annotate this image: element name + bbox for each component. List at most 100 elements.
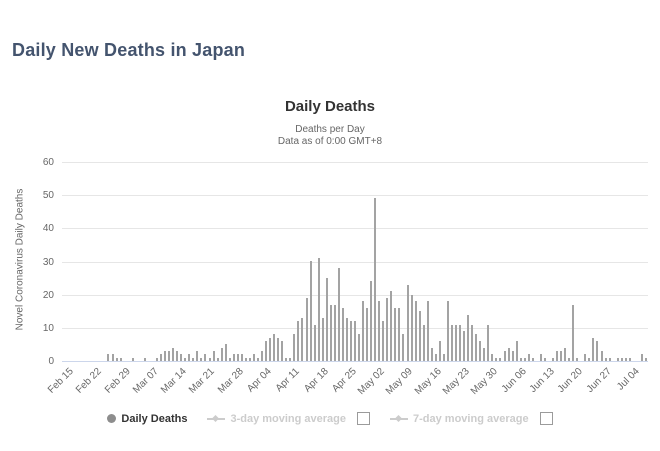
bar-jun-06[interactable]: [515, 341, 518, 361]
bar-apr-23[interactable]: [337, 268, 340, 361]
bar-apr-04[interactable]: [261, 351, 264, 361]
bar-apr-14[interactable]: [301, 318, 304, 361]
bar-jun-03[interactable]: [503, 351, 506, 361]
bar-mar-16[interactable]: [184, 358, 187, 361]
bar-jun-21[interactable]: [576, 358, 579, 361]
bar-apr-08[interactable]: [277, 338, 280, 361]
bar-apr-17[interactable]: [313, 325, 316, 361]
bar-mar-12[interactable]: [168, 351, 171, 361]
bar-jun-28[interactable]: [604, 358, 607, 361]
bar-jun-23[interactable]: [584, 354, 587, 361]
bar-apr-06[interactable]: [269, 338, 272, 361]
bar-apr-07[interactable]: [273, 334, 276, 361]
bar-jun-17[interactable]: [560, 351, 563, 361]
bar-may-18[interactable]: [438, 341, 441, 361]
bar-may-12[interactable]: [414, 301, 417, 361]
3day-checkbox[interactable]: [357, 412, 371, 425]
bar-apr-21[interactable]: [329, 305, 332, 361]
bar-may-03[interactable]: [378, 301, 381, 361]
bar-may-19[interactable]: [442, 354, 445, 361]
bar-apr-16[interactable]: [309, 261, 312, 361]
bar-jun-10[interactable]: [531, 358, 534, 361]
bar-jun-07[interactable]: [519, 358, 522, 361]
bar-mar-31[interactable]: [244, 358, 247, 361]
bar-jun-16[interactable]: [556, 351, 559, 361]
bar-feb-28[interactable]: [115, 358, 118, 361]
bar-jul-03[interactable]: [624, 358, 627, 361]
bar-jun-27[interactable]: [600, 351, 603, 361]
bar-jun-26[interactable]: [596, 341, 599, 361]
bar-jun-12[interactable]: [539, 354, 542, 361]
bar-apr-24[interactable]: [341, 308, 344, 361]
bar-apr-15[interactable]: [305, 298, 308, 361]
bar-jun-09[interactable]: [527, 354, 530, 361]
bar-mar-27[interactable]: [228, 358, 231, 361]
bar-apr-27[interactable]: [354, 321, 356, 361]
bar-mar-10[interactable]: [160, 354, 162, 361]
bar-jun-05[interactable]: [511, 351, 514, 361]
bar-may-27[interactable]: [475, 334, 478, 361]
bar-may-07[interactable]: [394, 308, 397, 361]
bar-jun-15[interactable]: [552, 358, 555, 361]
bar-mar-30[interactable]: [240, 354, 243, 361]
bar-may-29[interactable]: [483, 348, 486, 361]
bar-may-25[interactable]: [467, 315, 470, 361]
bar-may-15[interactable]: [426, 301, 429, 361]
bar-apr-11[interactable]: [289, 358, 292, 361]
bar-feb-27[interactable]: [111, 354, 114, 361]
bar-mar-06[interactable]: [143, 358, 146, 361]
bar-mar-23[interactable]: [212, 351, 215, 361]
bar-mar-25[interactable]: [220, 348, 223, 361]
bar-jun-20[interactable]: [572, 305, 575, 361]
bar-apr-19[interactable]: [321, 318, 324, 361]
bar-may-17[interactable]: [434, 354, 437, 361]
bar-jul-01[interactable]: [616, 358, 619, 361]
bar-apr-26[interactable]: [349, 321, 352, 361]
bar-may-02[interactable]: [374, 198, 377, 361]
bar-may-01[interactable]: [370, 281, 373, 361]
legend-item-daily-deaths[interactable]: Daily Deaths: [107, 413, 187, 425]
bar-apr-09[interactable]: [281, 341, 284, 361]
bar-mar-22[interactable]: [208, 358, 211, 361]
bar-apr-30[interactable]: [366, 308, 369, 361]
bar-mar-13[interactable]: [172, 348, 175, 361]
bar-apr-05[interactable]: [265, 341, 268, 361]
bar-mar-11[interactable]: [164, 351, 167, 361]
bar-mar-21[interactable]: [204, 354, 207, 361]
bar-apr-25[interactable]: [345, 318, 348, 361]
bar-apr-03[interactable]: [257, 358, 259, 361]
bar-mar-03[interactable]: [131, 358, 134, 361]
bar-mar-28[interactable]: [232, 354, 235, 361]
bar-may-09[interactable]: [402, 334, 405, 361]
bar-jul-07[interactable]: [640, 354, 643, 361]
legend-item-3day-moving-average[interactable]: 3-day moving average: [207, 412, 371, 425]
bar-may-30[interactable]: [487, 325, 490, 361]
bar-may-20[interactable]: [446, 301, 449, 361]
bar-jun-19[interactable]: [568, 358, 571, 361]
bar-may-04[interactable]: [382, 321, 385, 361]
bar-apr-18[interactable]: [317, 258, 320, 361]
bar-mar-17[interactable]: [188, 354, 191, 361]
bar-jun-29[interactable]: [608, 358, 611, 361]
bar-may-16[interactable]: [430, 348, 433, 361]
bar-jun-25[interactable]: [592, 338, 595, 361]
bar-mar-24[interactable]: [216, 358, 219, 361]
bar-may-24[interactable]: [463, 331, 466, 361]
bar-may-08[interactable]: [398, 308, 401, 361]
bar-jun-01[interactable]: [495, 358, 498, 361]
bar-may-28[interactable]: [479, 341, 482, 361]
bar-jun-08[interactable]: [523, 358, 526, 361]
bar-jun-13[interactable]: [543, 358, 546, 361]
bar-feb-29[interactable]: [119, 358, 122, 361]
bar-mar-19[interactable]: [196, 351, 199, 361]
bar-mar-14[interactable]: [176, 351, 179, 361]
bar-may-14[interactable]: [422, 325, 425, 361]
bar-jul-02[interactable]: [620, 358, 623, 361]
bar-jun-18[interactable]: [564, 348, 567, 361]
bar-feb-26[interactable]: [107, 354, 110, 361]
bar-mar-15[interactable]: [180, 354, 183, 361]
bar-may-22[interactable]: [455, 325, 458, 361]
bar-may-13[interactable]: [418, 311, 421, 361]
bar-apr-13[interactable]: [297, 321, 300, 361]
bar-jun-02[interactable]: [499, 358, 502, 361]
